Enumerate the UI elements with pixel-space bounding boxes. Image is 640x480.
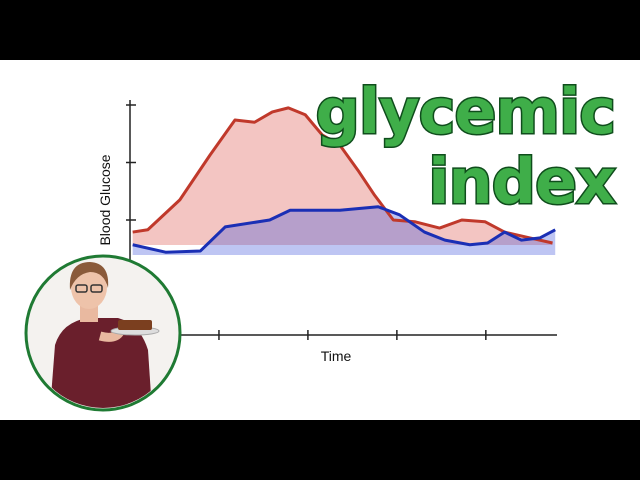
- chart: [126, 100, 557, 340]
- presenter-badge: [24, 254, 182, 412]
- sandwich: [118, 320, 152, 330]
- series-line: [132, 106, 553, 245]
- y-axis-label: Blood Glucose: [97, 154, 113, 245]
- glasses: [90, 284, 103, 293]
- series-line: [132, 205, 556, 254]
- area-shading: [132, 206, 556, 255]
- presenter-hair: [69, 262, 109, 290]
- chart-title: index: [428, 145, 616, 218]
- x-axis-label: Time: [321, 348, 352, 364]
- presenter-face: [71, 265, 107, 309]
- chart-title: glycemic: [316, 75, 615, 148]
- presenter-shirt: [50, 318, 152, 408]
- area-shading: [132, 107, 553, 245]
- glasses: [75, 284, 88, 293]
